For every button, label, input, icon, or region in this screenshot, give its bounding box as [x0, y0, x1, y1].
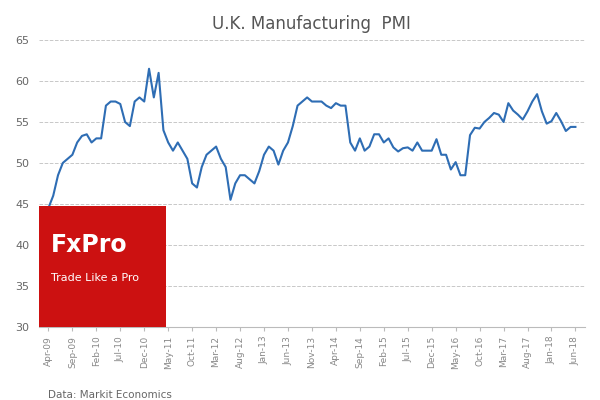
Text: Data: Markit Economics: Data: Markit Economics: [48, 390, 172, 400]
Bar: [39, 206, 166, 327]
Text: FxPro: FxPro: [51, 233, 127, 257]
Text: Trade Like a Pro: Trade Like a Pro: [51, 272, 139, 282]
Title: U.K. Manufacturing  PMI: U.K. Manufacturing PMI: [212, 15, 412, 33]
